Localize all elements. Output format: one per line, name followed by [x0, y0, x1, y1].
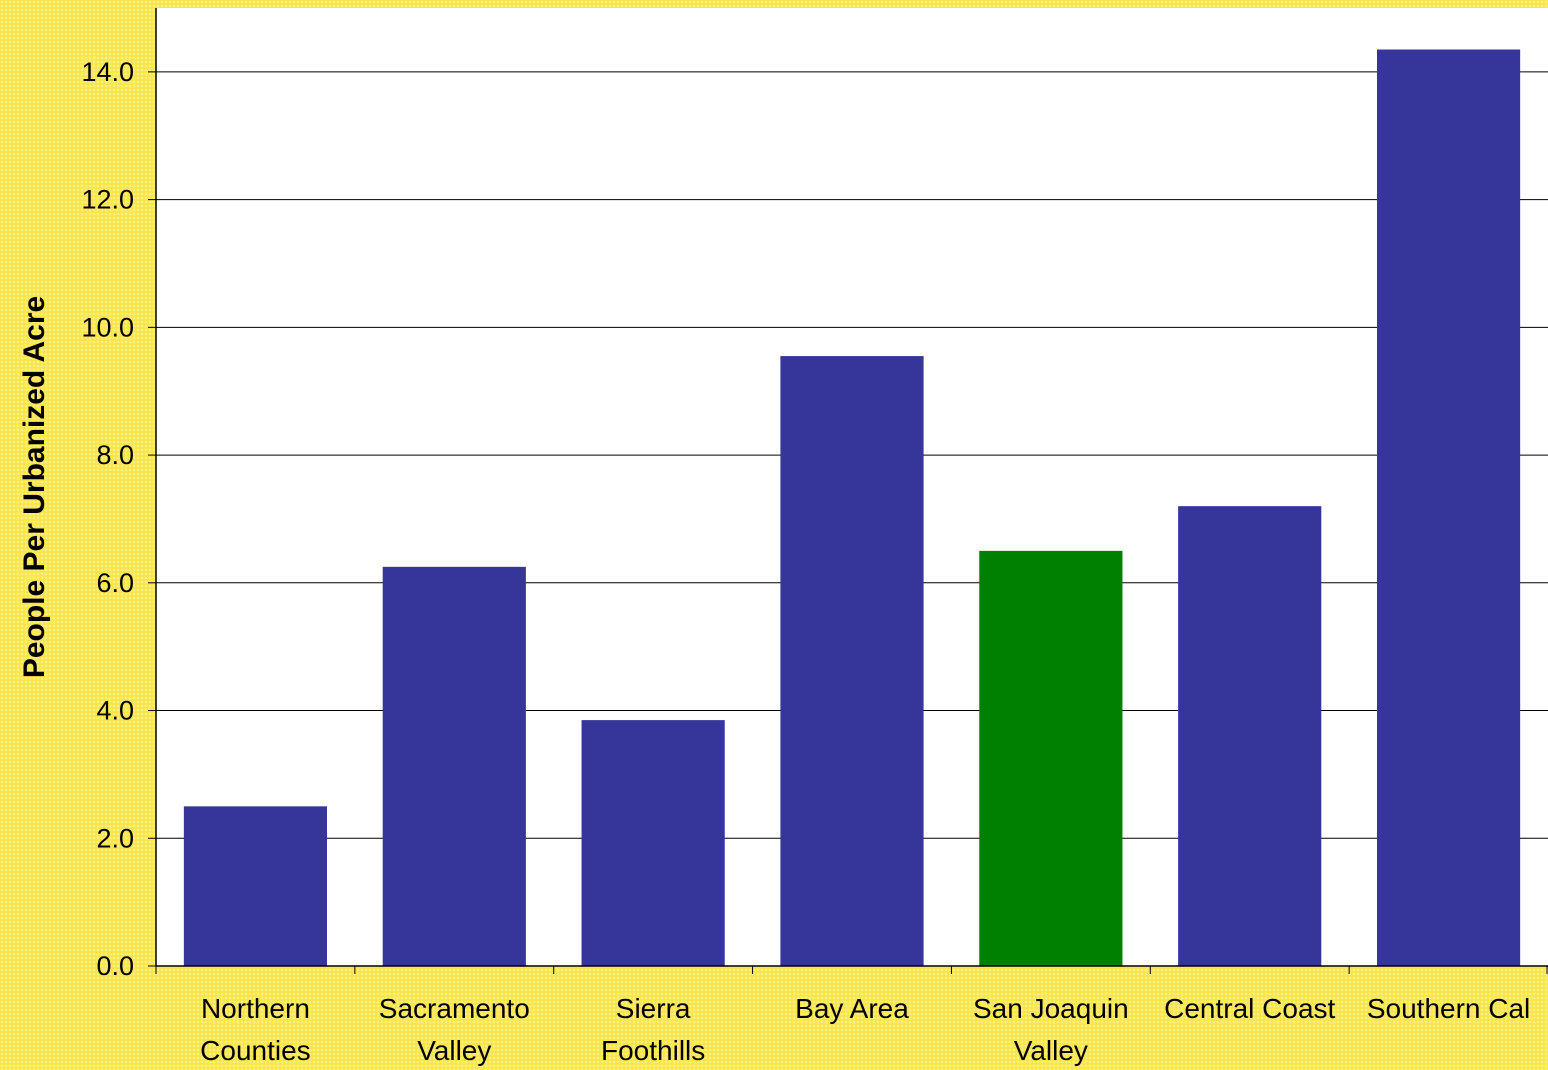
x-category-label-line: Bay Area [795, 993, 909, 1024]
x-category-label-line: Valley [1014, 1035, 1088, 1066]
bar [183, 806, 328, 966]
x-category-label-line: Sierra [616, 993, 691, 1024]
x-category-label-line: Northern [201, 993, 310, 1024]
y-tick-label: 4.0 [96, 696, 134, 726]
bar [581, 720, 725, 966]
x-category-label: Northern Counties [200, 993, 311, 1066]
y-tick-label: 6.0 [96, 568, 134, 598]
bars [183, 49, 1521, 967]
axes [148, 8, 1548, 974]
y-tick-label: 10.0 [81, 312, 134, 342]
bar [1178, 506, 1322, 966]
x-category-label: Bay Area [795, 993, 909, 1024]
bar [780, 356, 924, 966]
bar [382, 566, 526, 966]
x-category-label-line: San Joaquin [973, 993, 1129, 1024]
x-category-label-line: Counties [200, 1035, 311, 1066]
y-tick-label: 14.0 [81, 57, 134, 87]
x-category-label-line: Central Coast [1164, 993, 1335, 1024]
labels: 0.0 2.0 4.0 6.0 8.0 10.0 12.0 14.0 Northern Count… [81, 57, 1530, 1066]
x-category-label-line: Sacramento [379, 993, 530, 1024]
x-category-label: Southern Cal [1367, 993, 1530, 1024]
bar [1376, 49, 1521, 967]
x-category-label: Central Coast [1164, 993, 1335, 1024]
x-category-label: San Joaquin Valley [973, 993, 1129, 1066]
x-category-label-line: Southern Cal [1367, 993, 1530, 1024]
y-tick-label: 2.0 [96, 823, 134, 853]
bar [979, 550, 1123, 966]
x-category-label-line: Valley [417, 1035, 491, 1066]
x-category-label-line: Foothills [601, 1035, 705, 1066]
y-tick-label: 8.0 [96, 440, 134, 470]
y-tick-label: 0.0 [96, 951, 134, 981]
x-category-label: Sacramento Valley [379, 993, 530, 1066]
y-tick-label: 12.0 [81, 185, 134, 215]
x-category-label: Sierra Foothills [601, 993, 705, 1066]
y-axis-title: People Per Urbanized Acre [18, 296, 51, 678]
